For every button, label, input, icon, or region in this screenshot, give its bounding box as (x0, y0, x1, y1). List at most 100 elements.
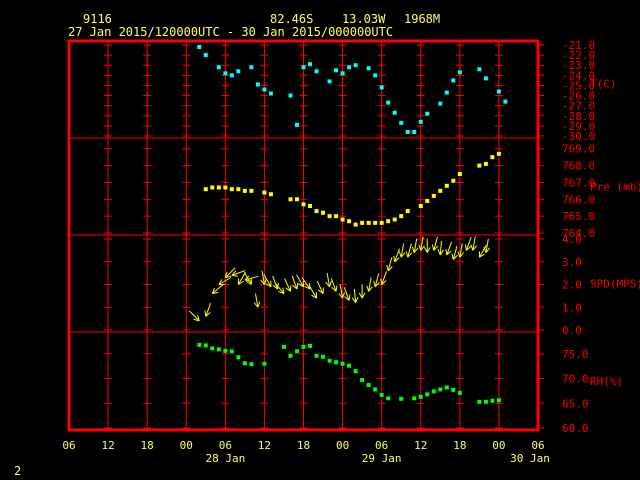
pressure-point (288, 197, 293, 202)
wind-barb-head (472, 245, 477, 251)
wind-barb-head (420, 245, 425, 251)
wind-barb-head (231, 270, 237, 276)
y-tick-label: -29.0 (562, 120, 595, 133)
wind-barb (237, 272, 246, 285)
wind-barb (224, 267, 236, 279)
panel-label-wind: SPD(MPS) (590, 278, 640, 291)
wind-barb-shaft (433, 236, 438, 251)
x-tick-label: 12 (414, 439, 427, 452)
temperature-point (353, 63, 358, 68)
wind-barb-shaft (339, 284, 344, 299)
wind-barb (380, 271, 387, 285)
wind-barb-head (231, 274, 238, 277)
temperature-point (503, 99, 508, 104)
temperature-point (203, 53, 208, 58)
wind-barb-head (338, 293, 343, 299)
wind-barb-shaft (353, 288, 357, 303)
wind-barb (309, 285, 318, 299)
humidity-point (294, 349, 299, 354)
wind-barb-head (218, 279, 223, 285)
wind-barb-head (351, 297, 357, 303)
pressure-point (379, 220, 384, 225)
temperature-point (197, 45, 202, 50)
wind-barb-head (407, 252, 413, 258)
wind-barb-shaft (381, 271, 387, 285)
wind-barb (263, 274, 272, 288)
wind-barb-head (398, 251, 402, 258)
wind-barb-shaft (326, 272, 331, 287)
wind-barb-shaft (374, 273, 380, 287)
humidity-point (262, 361, 267, 366)
pressure-point (268, 192, 273, 197)
pressure-point (216, 185, 221, 190)
humidity-point (314, 353, 319, 358)
wind-barb-head (380, 278, 383, 285)
wind-barb-head (204, 310, 207, 317)
wind-barb-head (260, 279, 265, 285)
wind-barb-head (393, 255, 396, 262)
wind-barb (393, 248, 400, 263)
temperature-point (438, 101, 443, 106)
wind-barb-head (479, 253, 485, 258)
humidity-point (496, 398, 501, 403)
wind-barb-shaft (472, 236, 476, 251)
wind-barb (218, 277, 232, 285)
temperature-point (229, 73, 234, 78)
wind-barb-head (386, 264, 389, 271)
wind-barb-shaft (205, 303, 212, 317)
pressure-point (457, 172, 462, 177)
y-tick-label: 60.0 (562, 422, 589, 435)
time-range: 27 Jan 2015/120000UTC - 30 Jan 2015/0000… (68, 25, 394, 39)
wind-barb-shaft (263, 274, 272, 288)
wind-barb-head (387, 266, 393, 272)
wind-barb (291, 275, 299, 290)
wind-barb (351, 288, 359, 303)
y-tick-label: -25.0 (562, 79, 595, 92)
pressure-point (431, 193, 436, 198)
humidity-point (379, 392, 384, 397)
wind-barb (211, 284, 224, 295)
wind-barb (405, 243, 413, 258)
wind-barb-shaft (394, 248, 400, 262)
wind-barb (274, 282, 285, 295)
wind-barb-shaft (189, 310, 200, 322)
humidity-point (321, 354, 326, 359)
humidity-point (451, 387, 456, 392)
station-id: 9116 (83, 12, 112, 26)
pressure-point (418, 204, 423, 209)
wind-barb (386, 257, 393, 272)
pressure-point (203, 187, 208, 192)
wind-barb-head (446, 250, 452, 256)
wind-barb-head (418, 244, 422, 251)
humidity-point (242, 361, 247, 366)
wind-barb (445, 241, 453, 256)
wind-barb-head (298, 283, 304, 288)
x-tick-label: 06 (531, 439, 544, 452)
wind-barb-head (466, 246, 472, 251)
wind-barb-head (433, 245, 439, 251)
humidity-point (386, 396, 391, 401)
pressure-point (405, 209, 410, 214)
wind-barb-shaft (237, 272, 246, 285)
humidity-point (203, 343, 208, 348)
wind-barb-shaft (291, 275, 298, 290)
wind-barb (457, 243, 464, 258)
wind-barb-shaft (368, 277, 372, 292)
x-date-label: 28 Jan (205, 452, 245, 465)
wind-barb-head (457, 251, 461, 258)
chart-header: 9116 82.46S 13.03W 1968M 27 Jan 2015/120… (0, 0, 640, 40)
wind-barb-head (212, 291, 219, 295)
wind-barb-head (431, 244, 435, 251)
wind-barb-head (278, 290, 285, 295)
wind-barb-head (205, 312, 211, 317)
wind-barb-shaft (301, 277, 311, 290)
wind-barb (431, 236, 439, 251)
wind-barb-shaft (296, 274, 304, 288)
wind-barb (284, 278, 292, 292)
y-tick-label: 766.0 (562, 193, 595, 206)
wind-barb-head (400, 252, 406, 258)
y-tick-label: 765.0 (562, 210, 595, 223)
temperature-point (236, 69, 241, 74)
temperature-point (268, 91, 273, 96)
wind-barb-head (272, 284, 278, 290)
